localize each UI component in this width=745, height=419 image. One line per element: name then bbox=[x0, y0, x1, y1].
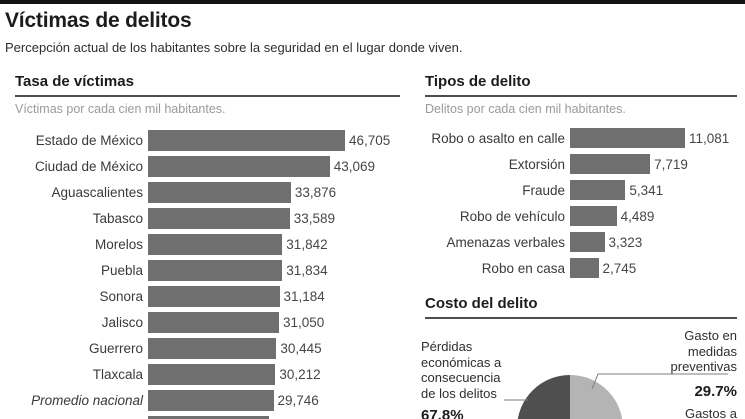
bar-label: Aguascalientes bbox=[51, 184, 143, 200]
bar-value: 2,745 bbox=[602, 260, 637, 276]
bar-label: Robo en casa bbox=[481, 260, 565, 276]
pie-value-perdidas-economicas: 67.8% bbox=[421, 407, 464, 419]
bar-row: Sonora 31,184 bbox=[15, 283, 415, 309]
pie-label-gastos-a: Gastos a bbox=[684, 406, 737, 419]
bar-row: Morelos 31,842 bbox=[15, 231, 415, 257]
bar-row: Extorsión 7,719 bbox=[425, 151, 745, 177]
bar-row: Jalisco 31,050 bbox=[15, 309, 415, 335]
pie-callout-lines bbox=[504, 373, 728, 401]
bar bbox=[570, 154, 651, 174]
bar bbox=[148, 155, 330, 177]
section-title-tasa-de-victimas: Tasa de víctimas bbox=[15, 73, 134, 90]
bar-value: 33,876 bbox=[294, 184, 337, 200]
bar bbox=[148, 389, 274, 411]
bar-label: Robo de vehículo bbox=[459, 208, 565, 224]
bar-row: Robo o asalto en calle 11,081 bbox=[425, 125, 745, 151]
section-note-tasa: Víctimas por cada cien mil habitantes. bbox=[15, 102, 226, 116]
bar-value: 43,069 bbox=[333, 158, 375, 174]
bar bbox=[148, 415, 269, 419]
section-note-tipos: Delitos por cada cien mil habitantes. bbox=[425, 102, 626, 116]
bar-label: Tlaxcala bbox=[92, 366, 143, 382]
pie-label-perdidas-economicas: Pérdidas económicas a consecuencia de lo… bbox=[421, 339, 502, 401]
bar-label: Guerrero bbox=[88, 340, 143, 356]
bar-label: Ciudad de México bbox=[34, 158, 143, 174]
bar bbox=[148, 285, 280, 307]
bar-value: 33,589 bbox=[293, 210, 335, 226]
bar-label: Tabasco bbox=[92, 210, 143, 226]
section-title-costo-del-delito: Costo del delito bbox=[425, 295, 538, 312]
bar bbox=[148, 363, 276, 385]
bar-row: Quintana Roo28,582 bbox=[15, 413, 415, 419]
page-subtitle: Percepción actual de los habitantes sobr… bbox=[5, 40, 463, 55]
bar-value: 31,842 bbox=[286, 236, 328, 252]
bar bbox=[570, 180, 626, 200]
bar-row: Aguascalientes 33,876 bbox=[15, 179, 415, 205]
bar bbox=[148, 311, 279, 333]
bar-label: Extorsión bbox=[508, 156, 565, 172]
bar bbox=[570, 258, 599, 278]
bar-value: 30,445 bbox=[280, 340, 322, 356]
bar bbox=[148, 207, 290, 229]
bar-label: Jalisco bbox=[101, 314, 143, 330]
bar-row: Tabasco 33,589 bbox=[15, 205, 415, 231]
pie-value-gasto-medidas-preventivas: 29.7% bbox=[694, 383, 737, 400]
bar bbox=[148, 181, 291, 203]
bar bbox=[570, 206, 617, 226]
bar-value: 7,719 bbox=[654, 156, 688, 172]
bar-label: Robo o asalto en calle bbox=[431, 130, 565, 146]
bar-value: 5,341 bbox=[629, 182, 664, 198]
bar-value: 46,705 bbox=[349, 132, 391, 148]
bar-value: 31,184 bbox=[283, 288, 325, 304]
section-rule-costo bbox=[425, 317, 737, 319]
bar-row: Amenazas verbales 3,323 bbox=[425, 229, 745, 255]
bar-row: Robo en casa 2,745 bbox=[425, 255, 745, 281]
bar-label: Morelos bbox=[94, 236, 143, 252]
bar-chart-tasa-victimas: Estado de México 46,705 Ciudad de México 43… bbox=[15, 127, 415, 419]
bar-label: Estado de México bbox=[35, 132, 143, 148]
bar-value: 3,323 bbox=[608, 234, 643, 250]
bar-label: Promedio nacional bbox=[31, 392, 143, 408]
bar-row: Fraude 5,341 bbox=[425, 177, 745, 203]
bar bbox=[570, 128, 685, 148]
bar-row: Guerrero 30,445 bbox=[15, 335, 415, 361]
bar bbox=[148, 259, 283, 281]
bar bbox=[148, 129, 345, 151]
bar-label: Sonora bbox=[99, 288, 143, 304]
bar-row: Tlaxcala 30,212 bbox=[15, 361, 415, 387]
bar-row: Promedio nacional 29,746 bbox=[15, 387, 415, 413]
bar-value: 29,746 bbox=[277, 392, 319, 408]
callout-line-right bbox=[591, 373, 728, 390]
bar-value: 31,834 bbox=[286, 262, 328, 278]
bar-label: Amenazas verbales bbox=[446, 234, 565, 250]
bar bbox=[570, 232, 605, 252]
bar-value: 30,212 bbox=[279, 366, 321, 382]
top-border-bar bbox=[0, 0, 745, 4]
page-title: Víctimas de delitos bbox=[5, 9, 192, 32]
bar-label: Fraude bbox=[522, 182, 565, 198]
bar bbox=[148, 337, 277, 359]
bar-row: Puebla 31,834 bbox=[15, 257, 415, 283]
bar-value: 4,489 bbox=[620, 208, 655, 224]
bar-row: Robo de vehículo 4,489 bbox=[425, 203, 745, 229]
section-title-tipos-de-delito: Tipos de delito bbox=[425, 73, 531, 90]
bar-row: Estado de México 46,705 bbox=[15, 127, 415, 153]
bar-value: 11,081 bbox=[689, 130, 730, 146]
bar-value: 31,050 bbox=[283, 314, 325, 330]
section-rule-tasa bbox=[15, 95, 400, 97]
bar-chart-tipos-delito: Robo o asalto en calle 11,081 Extorsión 7,7… bbox=[425, 125, 745, 281]
section-rule-tipos bbox=[425, 95, 737, 97]
bar bbox=[148, 233, 283, 255]
bar-row: Ciudad de México 43,069 bbox=[15, 153, 415, 179]
bar-label: Puebla bbox=[100, 262, 143, 278]
pie-label-gasto-medidas-preventivas: Gasto en medidas preventivas bbox=[670, 328, 737, 374]
